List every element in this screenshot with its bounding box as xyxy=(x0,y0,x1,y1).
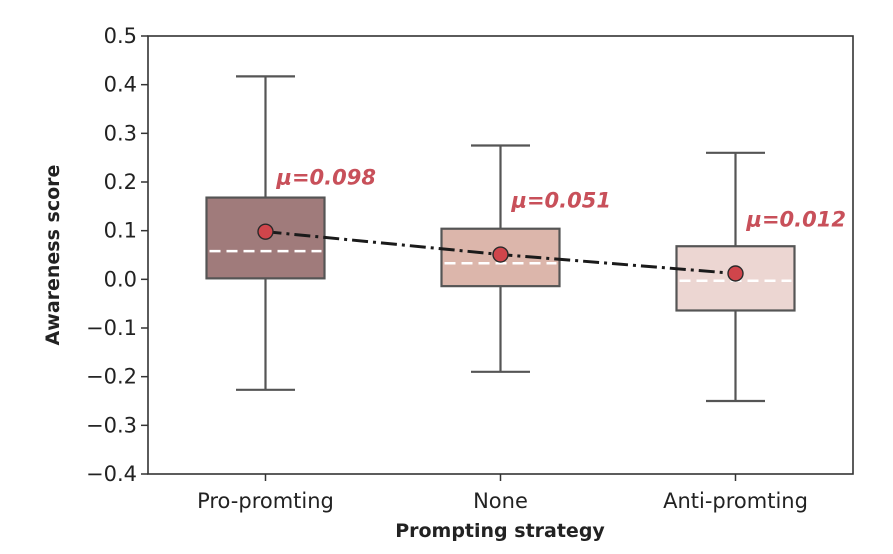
y-tick-label: 0.3 xyxy=(104,121,137,145)
y-axis: −0.4 −0.3 −0.2 −0.1 0.0 0.1 0.2 0.3 0.4 0.5 xyxy=(86,24,148,486)
mean-label: μ=0.012 xyxy=(746,207,846,231)
x-tick-label: Pro-promting xyxy=(197,489,334,513)
mean-label: μ=0.098 xyxy=(276,166,376,190)
y-tick-label: 0.1 xyxy=(104,219,137,243)
y-tick-label: −0.1 xyxy=(86,316,137,340)
x-tick-label: Anti-promting xyxy=(663,489,808,513)
y-axis-title: Awareness score xyxy=(42,165,64,346)
x-axis-title: Prompting strategy xyxy=(395,520,605,542)
mean-marker xyxy=(257,223,274,240)
y-tick-label: 0.0 xyxy=(104,267,137,291)
plot-marks: μ=0.098 μ=0.051 μ=0.012 xyxy=(205,75,846,403)
y-tick-label: 0.5 xyxy=(104,24,137,48)
x-tick-label: None xyxy=(473,489,528,513)
mean-marker xyxy=(492,246,509,263)
mean-marker xyxy=(727,265,744,282)
y-tick-label: −0.4 xyxy=(86,462,137,486)
mean-label: μ=0.051 xyxy=(511,189,611,213)
y-tick-label: −0.2 xyxy=(86,365,137,389)
y-tick-label: 0.2 xyxy=(104,170,137,194)
x-axis: Pro-promting None Anti-promting xyxy=(197,474,808,513)
y-tick-label: 0.4 xyxy=(104,73,137,97)
y-tick-label: −0.3 xyxy=(86,413,137,437)
